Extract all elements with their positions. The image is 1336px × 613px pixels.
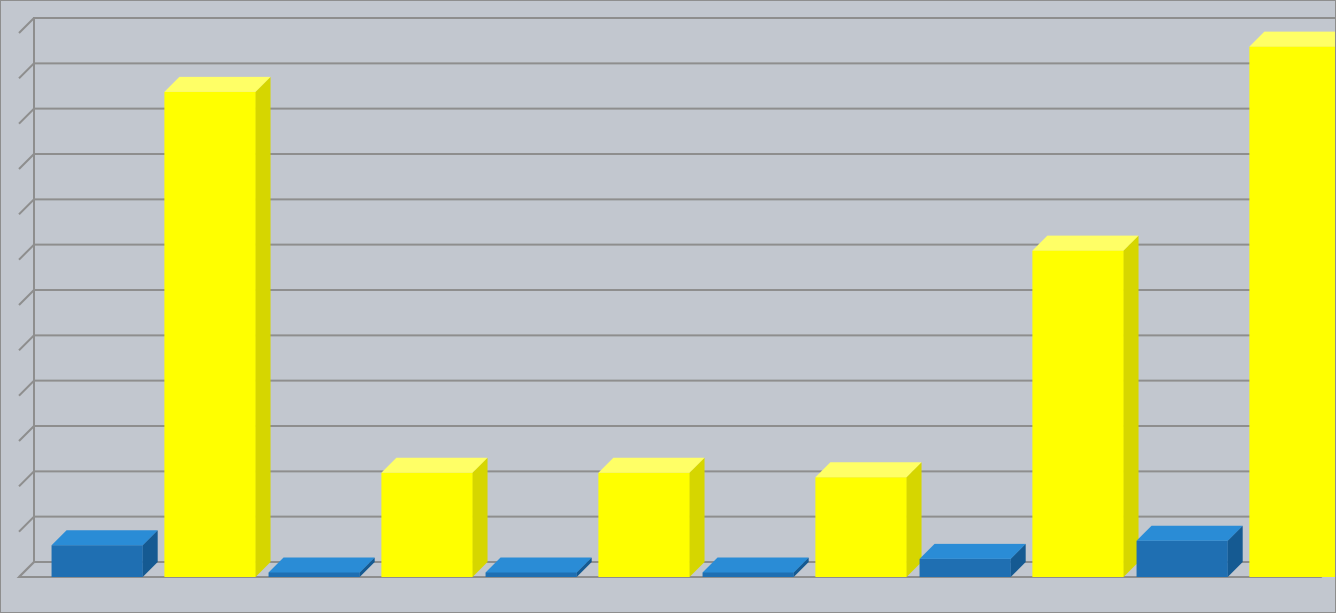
bar: [164, 77, 270, 577]
bar: [920, 544, 1026, 577]
bar: [486, 557, 592, 577]
bar: [815, 462, 921, 577]
bar-chart: [0, 0, 1336, 613]
bar: [1032, 236, 1138, 577]
bar: [1249, 32, 1336, 577]
bar: [1137, 526, 1243, 577]
bar: [269, 557, 375, 577]
chart-svg: [1, 1, 1336, 613]
bar: [381, 458, 487, 577]
bar: [52, 530, 158, 577]
bar: [703, 557, 809, 577]
bar: [598, 458, 704, 577]
